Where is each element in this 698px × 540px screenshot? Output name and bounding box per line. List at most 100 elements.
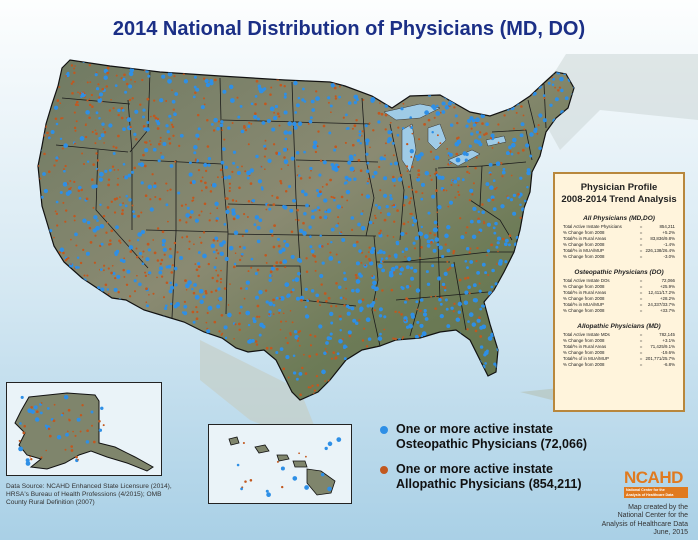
allopathic-dot bbox=[196, 310, 199, 314]
allopathic-dot bbox=[29, 455, 32, 458]
allopathic-dot bbox=[456, 60, 459, 62]
allopathic-dot bbox=[330, 111, 332, 114]
allopathic-dot bbox=[491, 198, 495, 202]
osteopathic-dot-icon bbox=[380, 426, 388, 434]
osteopathic-dot bbox=[99, 224, 105, 229]
allopathic-dot bbox=[215, 249, 218, 252]
osteopathic-dot bbox=[383, 73, 387, 78]
allopathic-dot bbox=[199, 236, 201, 239]
allopathic-dot bbox=[378, 355, 381, 358]
allopathic-dot bbox=[182, 60, 185, 62]
osteopathic-dot bbox=[348, 389, 353, 395]
osteopathic-dot bbox=[232, 161, 236, 165]
allopathic-dot bbox=[219, 277, 223, 281]
osteopathic-dot bbox=[454, 114, 458, 118]
osteopathic-dot bbox=[62, 181, 68, 187]
allopathic-dot bbox=[67, 257, 70, 260]
osteopathic-dot bbox=[222, 147, 226, 151]
osteopathic-dot bbox=[89, 303, 93, 306]
allopathic-dot bbox=[92, 304, 95, 307]
osteopathic-dot bbox=[535, 69, 540, 74]
allopathic-dot bbox=[263, 168, 266, 171]
allopathic-dot bbox=[112, 361, 115, 364]
osteopathic-dot bbox=[97, 98, 102, 103]
osteopathic-dot bbox=[534, 332, 538, 337]
osteopathic-dot bbox=[318, 173, 322, 177]
allopathic-dot bbox=[453, 302, 456, 306]
osteopathic-dot bbox=[454, 83, 459, 89]
osteopathic-dot bbox=[267, 158, 272, 164]
osteopathic-dot bbox=[502, 379, 506, 383]
allopathic-dot bbox=[519, 216, 522, 220]
osteopathic-dot bbox=[38, 235, 40, 240]
osteopathic-dot bbox=[384, 390, 388, 395]
osteopathic-dot bbox=[205, 83, 210, 88]
allopathic-dot bbox=[254, 102, 257, 106]
osteopathic-dot bbox=[418, 231, 424, 237]
osteopathic-dot bbox=[426, 239, 431, 244]
allopathic-dot bbox=[406, 142, 409, 146]
allopathic-dot bbox=[183, 300, 186, 303]
allopathic-dot bbox=[189, 215, 192, 219]
allopathic-dot bbox=[194, 159, 197, 162]
allopathic-dot bbox=[533, 255, 537, 259]
allopathic-dot bbox=[89, 378, 92, 381]
osteopathic-dot bbox=[330, 163, 335, 167]
allopathic-dot bbox=[466, 165, 469, 168]
osteopathic-dot bbox=[357, 299, 362, 304]
osteopathic-dot bbox=[519, 320, 523, 324]
osteopathic-dot bbox=[412, 241, 416, 245]
allopathic-dot bbox=[147, 325, 149, 328]
allopathic-dot bbox=[202, 97, 206, 100]
allopathic-dot bbox=[528, 197, 532, 200]
osteopathic-dot bbox=[509, 198, 514, 202]
osteopathic-dot bbox=[320, 391, 323, 394]
allopathic-dot bbox=[112, 107, 115, 110]
osteopathic-dot bbox=[253, 363, 257, 367]
allopathic-dot bbox=[404, 74, 408, 77]
osteopathic-dot bbox=[294, 277, 300, 282]
osteopathic-dot bbox=[444, 233, 449, 239]
allopathic-dot bbox=[313, 389, 317, 392]
osteopathic-dot bbox=[126, 117, 132, 122]
osteopathic-dot bbox=[520, 122, 525, 127]
allopathic-dot bbox=[270, 65, 273, 69]
allopathic-dot bbox=[355, 276, 358, 279]
osteopathic-dot bbox=[446, 324, 451, 329]
profile-row: Total Active Instate DOs = 72,066 bbox=[555, 278, 683, 284]
allopathic-dot bbox=[172, 108, 176, 111]
osteopathic-dot bbox=[502, 167, 506, 171]
allopathic-dot bbox=[107, 183, 110, 187]
allopathic-dot bbox=[377, 111, 381, 115]
allopathic-dot bbox=[392, 365, 396, 368]
allopathic-dot bbox=[468, 172, 471, 175]
allopathic-dot bbox=[366, 83, 369, 86]
osteopathic-dot bbox=[516, 75, 520, 79]
osteopathic-dot bbox=[296, 257, 302, 263]
osteopathic-dot bbox=[269, 106, 275, 112]
osteopathic-dot bbox=[494, 221, 498, 226]
osteopathic-dot bbox=[125, 350, 129, 353]
osteopathic-dot bbox=[245, 280, 250, 285]
osteopathic-dot bbox=[33, 405, 38, 410]
osteopathic-dot bbox=[177, 191, 181, 195]
osteopathic-dot bbox=[439, 302, 443, 306]
osteopathic-dot bbox=[461, 178, 465, 182]
allopathic-dot bbox=[269, 93, 272, 96]
allopathic-dot bbox=[352, 74, 356, 78]
allopathic-dot bbox=[334, 145, 338, 149]
osteopathic-dot bbox=[531, 178, 535, 182]
allopathic-dot bbox=[73, 315, 76, 319]
allopathic-dot bbox=[239, 245, 242, 248]
source-line1: Data Source: NCAHD Enhanced State Licens… bbox=[6, 483, 172, 490]
allopathic-dot bbox=[346, 61, 349, 64]
allopathic-dot bbox=[63, 273, 66, 277]
allopathic-dot bbox=[113, 211, 117, 214]
osteopathic-dot bbox=[280, 466, 285, 471]
osteopathic-dot bbox=[325, 341, 329, 345]
osteopathic-dot bbox=[50, 130, 55, 134]
osteopathic-dot bbox=[302, 87, 305, 91]
allopathic-dot bbox=[299, 68, 302, 71]
allopathic-dot bbox=[273, 224, 276, 227]
allopathic-dot bbox=[74, 65, 76, 67]
